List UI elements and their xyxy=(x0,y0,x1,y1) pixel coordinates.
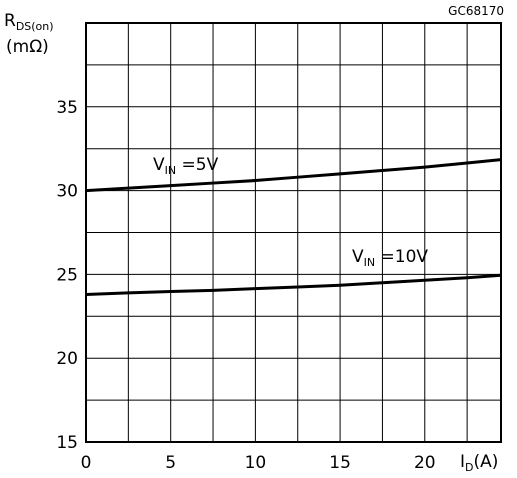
tick-labels: 0 5 10 15 20 15 20 25 30 35 xyxy=(56,98,435,473)
series xyxy=(85,158,502,297)
y-tick-label: 35 xyxy=(56,98,78,118)
x-axis-label: ID(A) xyxy=(460,452,498,474)
y-axis-label-main: R xyxy=(4,11,16,31)
series-label-vin-5v-sub: IN xyxy=(165,164,176,177)
x-tick-label: 5 xyxy=(165,453,176,473)
y-axis-label-sub: DS(on) xyxy=(16,20,54,33)
y-tick-label: 25 xyxy=(56,265,78,285)
x-axis-label-main: I xyxy=(460,452,465,472)
y-axis-label: RDS(on) xyxy=(4,11,54,33)
x-axis-label-sub: D xyxy=(465,461,473,474)
y-tick-label: 15 xyxy=(56,433,78,453)
y-tick-label: 20 xyxy=(56,349,78,369)
x-tick-label: 0 xyxy=(81,453,92,473)
series-label-vin-10v-sub: IN xyxy=(364,256,375,269)
figure-code: GC68170 xyxy=(448,4,504,18)
series-line-vin-5v xyxy=(85,158,502,193)
x-tick-label: 20 xyxy=(414,453,436,473)
y-axis-unit: (mΩ) xyxy=(6,37,49,57)
series-label-vin-10v: VIN =10V xyxy=(352,247,428,269)
plot-frame xyxy=(85,22,502,443)
series-label-vin-5v-main: V xyxy=(153,155,165,175)
series-line-vin-10v xyxy=(85,273,502,297)
x-tick-label: 10 xyxy=(245,453,267,473)
series-label-vin-5v-text: =5V xyxy=(176,155,218,175)
series-label-vin-10v-main: V xyxy=(352,247,364,267)
x-tick-label: 15 xyxy=(329,453,351,473)
x-axis-label-unit: (A) xyxy=(474,452,499,472)
y-tick-label: 30 xyxy=(56,182,78,202)
grid xyxy=(86,23,501,442)
series-label-vin-10v-text: =10V xyxy=(375,247,428,267)
series-label-vin-5v: VIN =5V xyxy=(153,155,219,177)
